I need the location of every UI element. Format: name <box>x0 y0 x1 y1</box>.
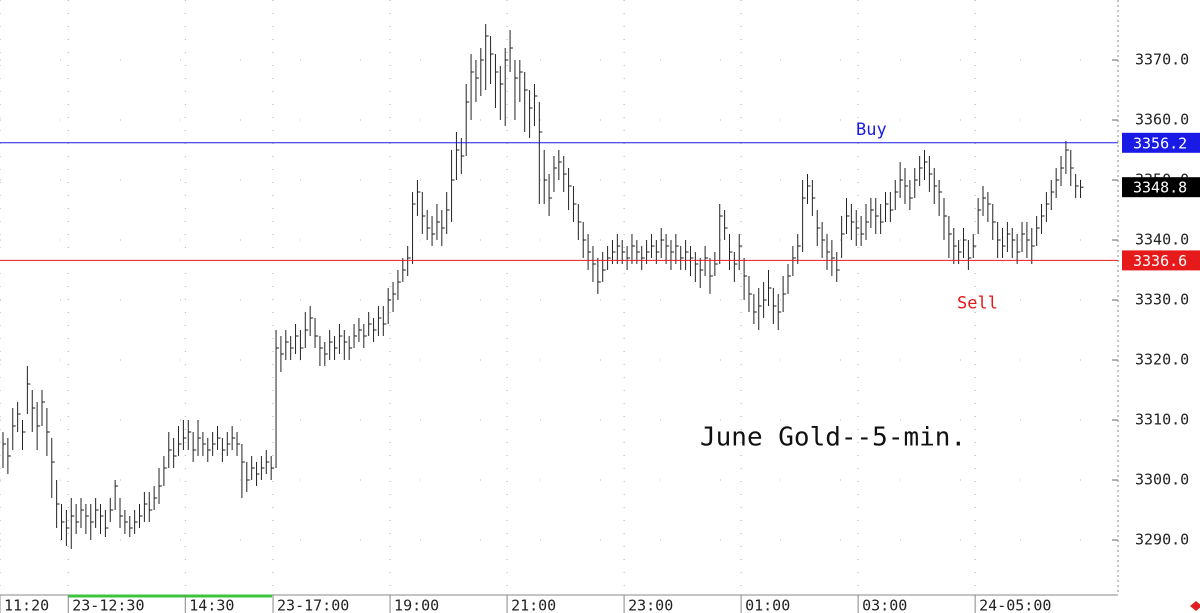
level-label: Sell <box>957 293 998 313</box>
x-tick-label: 14:30 <box>189 597 234 613</box>
x-tick-label: 01:00 <box>745 597 790 613</box>
x-tick-label: 19:00 <box>394 597 439 613</box>
last-price-label: 3348.8 <box>1133 179 1187 197</box>
x-tick-label: 11:20 <box>4 597 49 613</box>
x-tick-label: 03:00 <box>862 597 907 613</box>
x-tick-label: 23:00 <box>628 597 673 613</box>
x-tick-label: 24-05:00 <box>979 597 1051 613</box>
bars <box>2 24 1084 549</box>
y-tick-label: 3370.0 <box>1135 51 1189 69</box>
y-tick-label: 3360.0 <box>1135 111 1189 129</box>
level-tag <box>1122 132 1200 153</box>
annotation: June Gold--5-min. <box>700 423 966 453</box>
last-price-tag <box>1122 177 1200 198</box>
x-tick-label: 23-12:30 <box>72 597 144 613</box>
y-tick-label: 3290.0 <box>1135 531 1189 549</box>
level-tag <box>1122 250 1200 271</box>
level-tag-label: 3356.2 <box>1133 134 1187 152</box>
scroll-marker <box>1190 601 1200 611</box>
overlay: 3356.2 Buy 3336.6 Sell 3348.8 <box>0 120 1200 313</box>
x-tick-label: 21:00 <box>511 597 556 613</box>
x-tick-label: 23-17:00 <box>277 597 349 613</box>
y-tick-label: 3320.0 <box>1135 351 1189 369</box>
y-tick-label: 3300.0 <box>1135 471 1189 489</box>
y-tick-label: 3310.0 <box>1135 411 1189 429</box>
y-tick-label: 3330.0 <box>1135 291 1189 309</box>
level-label: Buy <box>856 120 887 140</box>
level-tag-label: 3336.6 <box>1133 252 1187 270</box>
y-tick-label: 3340.0 <box>1135 231 1189 249</box>
